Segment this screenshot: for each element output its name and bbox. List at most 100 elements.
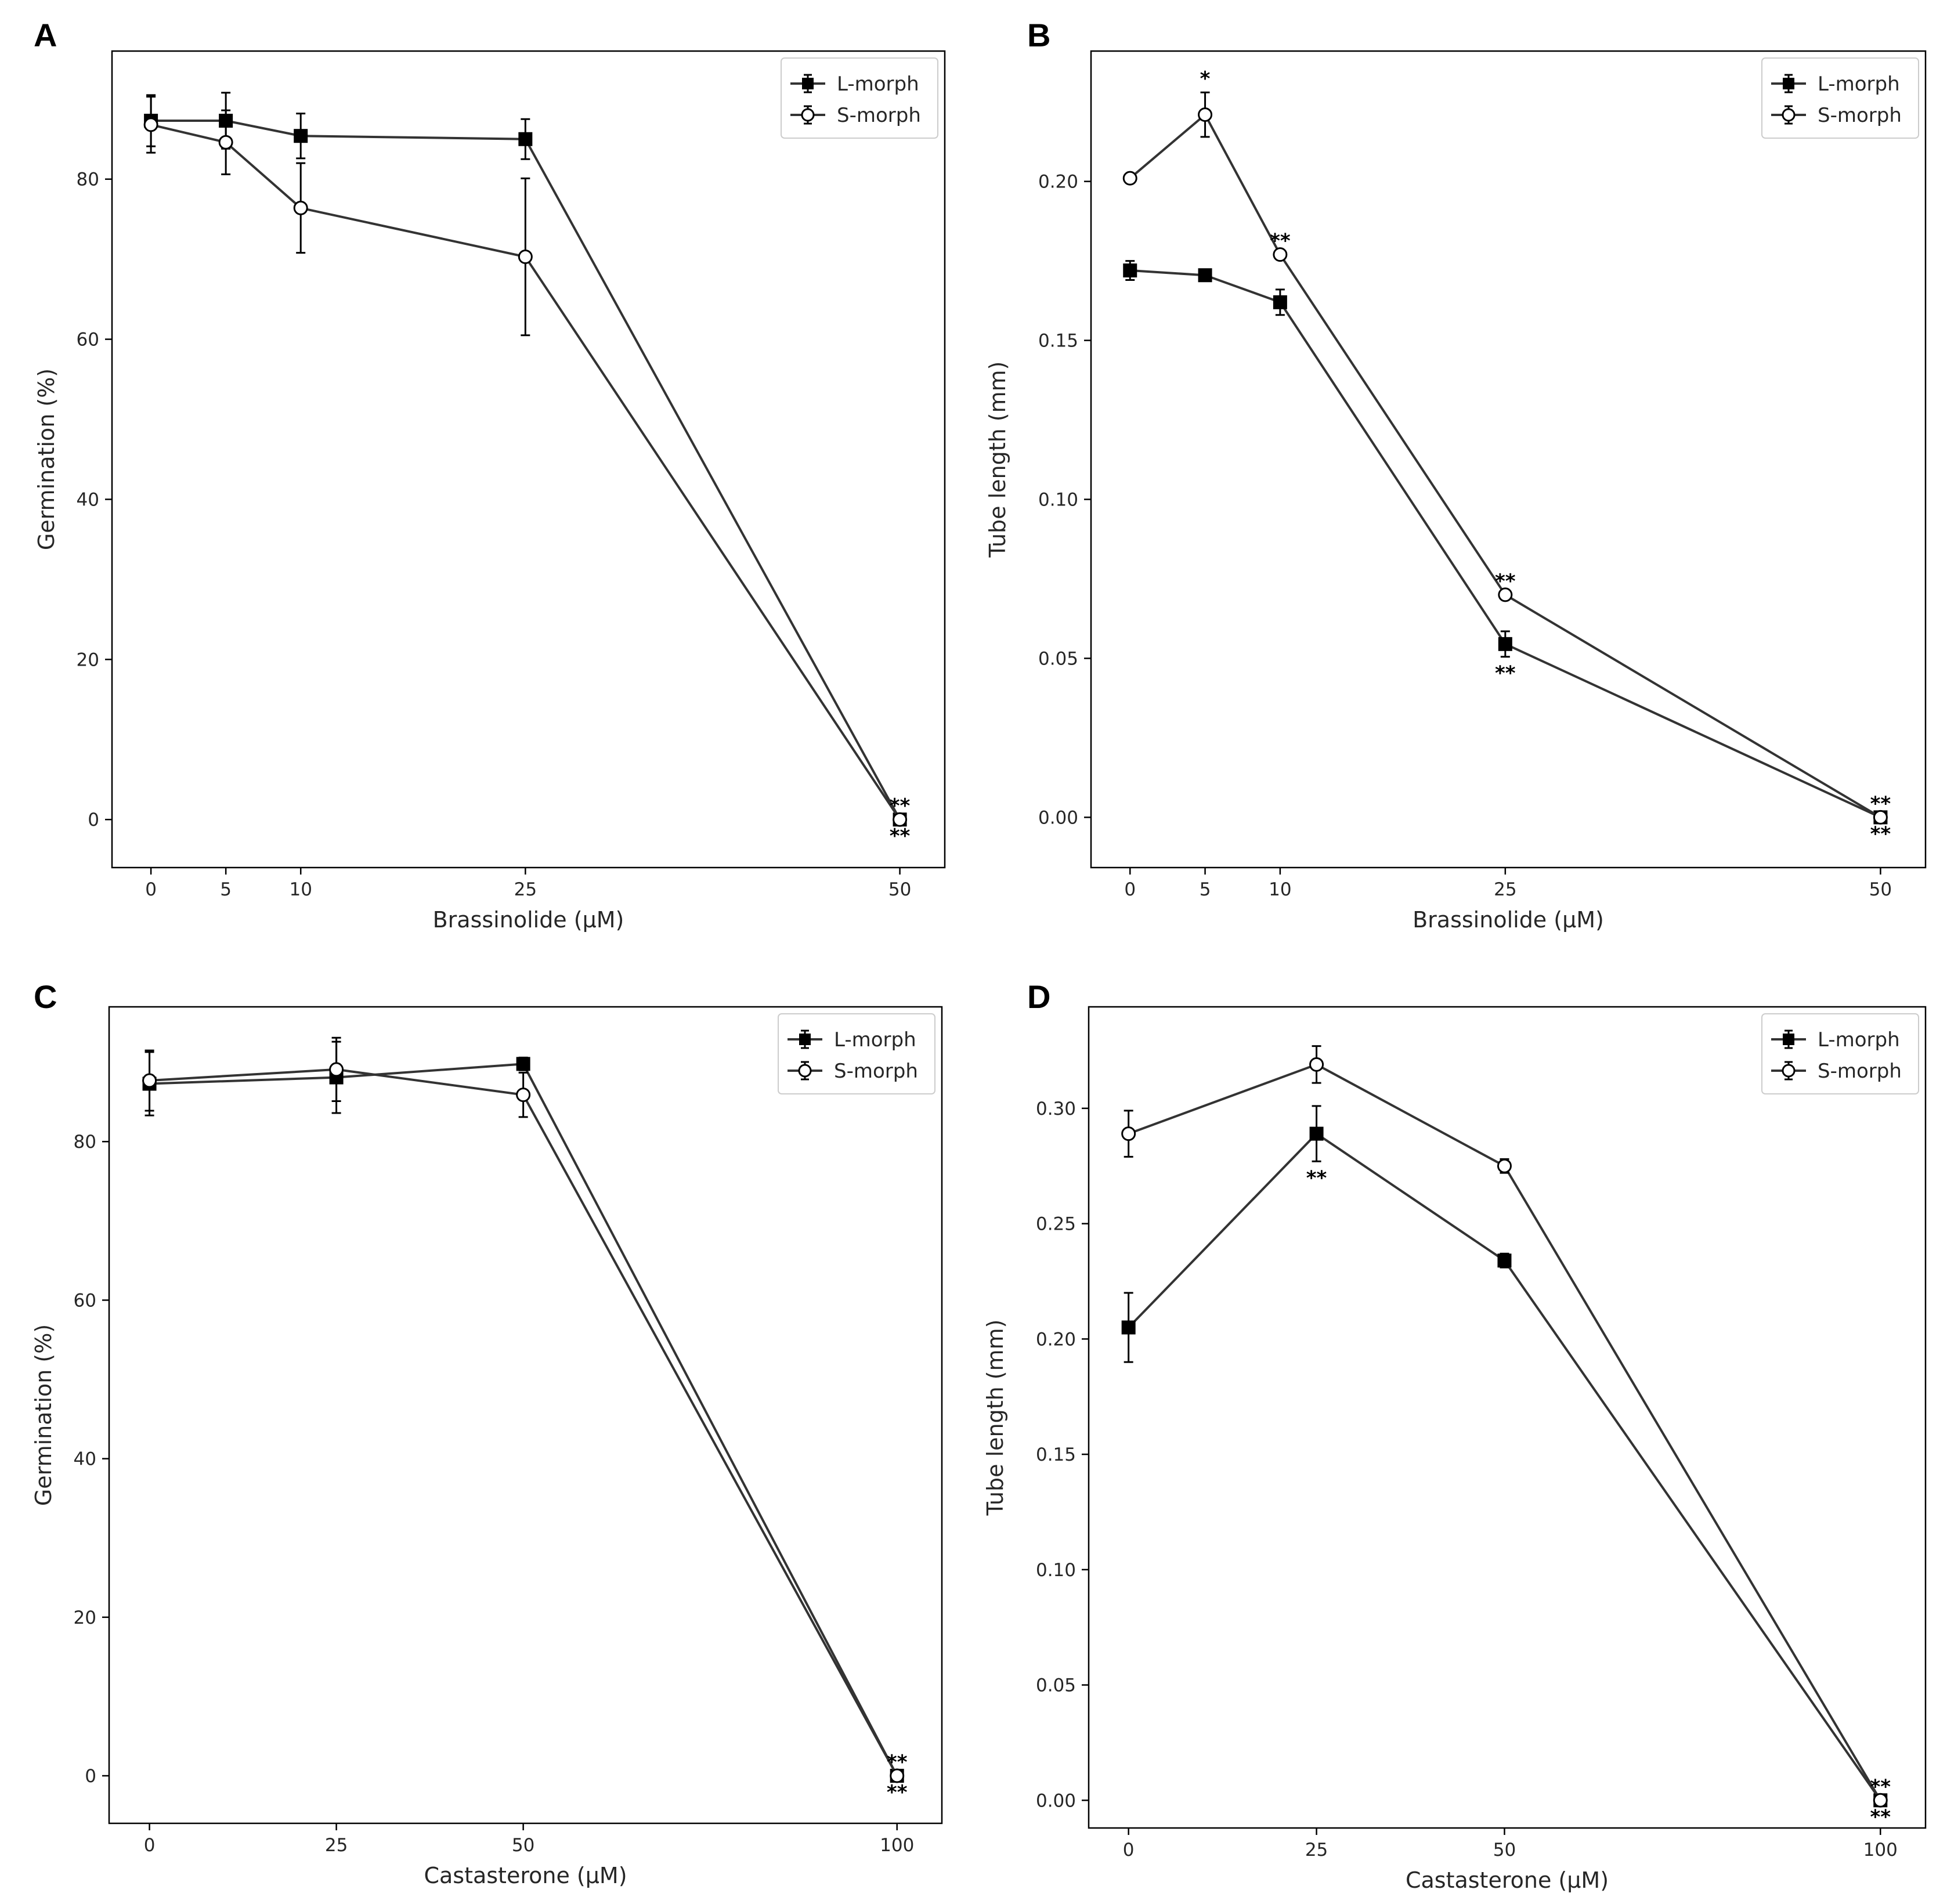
legend-box <box>778 1013 935 1094</box>
x-tick-label: 50 <box>512 1835 534 1856</box>
significance-marker: ** <box>1306 1166 1327 1190</box>
significance-marker: ** <box>1495 662 1516 685</box>
data-point-s-morph <box>1273 247 1288 262</box>
x-tick-label: 5 <box>220 879 232 900</box>
data-point-l-morph <box>516 1057 530 1071</box>
data-point-s-morph <box>1198 107 1213 122</box>
data-point-s-morph <box>142 1073 157 1088</box>
data-point-s-morph <box>1873 810 1888 825</box>
significance-marker: ** <box>1495 570 1516 593</box>
plot-frame <box>1090 50 1927 869</box>
y-tick-label: 0.20 <box>1038 172 1078 193</box>
x-tick-label: 0 <box>145 879 157 900</box>
legend: L-morph S-morph <box>1761 1013 1919 1094</box>
y-tick-label: 0.00 <box>1038 807 1078 828</box>
y-tick-label: 0.10 <box>1038 490 1078 511</box>
x-axis-label: Castasterone (µM) <box>1406 1867 1609 1893</box>
y-tick-label: 0.20 <box>1036 1329 1076 1350</box>
legend-label-l-morph: L-morph <box>837 73 919 96</box>
series-line-s-morph <box>149 1068 898 1776</box>
legend-label-l-morph: L-morph <box>834 1028 916 1052</box>
data-point-s-morph <box>293 200 308 215</box>
data-point-s-morph <box>1497 1158 1512 1173</box>
data-point-l-morph <box>1198 268 1212 283</box>
legend-label-s-morph: S-morph <box>1818 1060 1902 1083</box>
significance-marker: ** <box>887 1751 908 1774</box>
x-axis-label: Brassinolide (µM) <box>1413 907 1604 933</box>
legend: L-morph S-morph <box>778 1013 935 1094</box>
legend-label-l-morph: L-morph <box>1818 1028 1900 1052</box>
legend-box <box>1761 57 1919 139</box>
legend-marker-l-morph <box>802 78 814 89</box>
significance-marker: ** <box>890 794 911 818</box>
significance-marker: ** <box>1270 230 1291 253</box>
y-tick-label: 0.25 <box>1036 1214 1076 1235</box>
data-point-s-morph <box>1121 1126 1136 1141</box>
x-tick-label: 25 <box>1305 1840 1328 1860</box>
panel-letter-a: A <box>34 17 57 53</box>
data-point-s-morph <box>518 250 533 265</box>
legend-label-s-morph: S-morph <box>1818 104 1902 127</box>
x-tick-label: 50 <box>1493 1840 1516 1860</box>
series-line-l-morph <box>149 1063 898 1776</box>
data-point-s-morph <box>1309 1057 1324 1072</box>
data-point-s-morph <box>890 1768 905 1783</box>
x-tick-label: 25 <box>325 1835 348 1856</box>
y-tick-label: 0.05 <box>1036 1675 1076 1696</box>
data-point-s-morph <box>516 1088 531 1103</box>
data-point-l-morph <box>1121 1320 1136 1335</box>
legend-marker-l-morph <box>1783 1034 1794 1045</box>
significance-marker: ** <box>887 1781 908 1804</box>
data-point-s-morph <box>329 1062 344 1077</box>
x-tick-label: 50 <box>1869 879 1892 900</box>
y-tick-label: 0.00 <box>1036 1790 1076 1811</box>
data-point-l-morph <box>1273 295 1287 309</box>
y-tick-label: 0.15 <box>1036 1444 1076 1465</box>
y-tick-label: 40 <box>77 489 99 510</box>
legend-box <box>781 57 938 139</box>
panel-letter-b: B <box>1027 17 1050 53</box>
data-point-s-morph <box>1498 587 1513 602</box>
data-point-s-morph <box>218 135 233 150</box>
series-line-s-morph <box>1128 1063 1882 1801</box>
x-axis-label: Brassinolide (µM) <box>433 907 624 933</box>
x-tick-label: 10 <box>289 879 312 900</box>
data-point-l-morph <box>1497 1253 1512 1268</box>
y-tick-label: 80 <box>74 1132 96 1152</box>
plot-frame <box>111 50 946 869</box>
panel-d: D 0 25 50 100 0.00 0.05 0.10 0.15 0.20 0.25 0.30 Cas… <box>982 978 1927 1893</box>
legend-marker-l-morph <box>1783 78 1794 89</box>
y-axis-label: Germination (%) <box>34 368 59 550</box>
legend-marker-s-morph <box>1782 108 1796 122</box>
significance-marker: * <box>1200 67 1211 91</box>
panel-b: B 0 5 10 25 50 0.00 0.05 0.10 0.15 0.20 Brassinolid… <box>985 17 1927 933</box>
x-tick-label: 25 <box>1494 879 1516 900</box>
y-tick-label: 40 <box>74 1449 96 1470</box>
y-axis-label: Tube length (mm) <box>985 362 1010 558</box>
significance-marker: ** <box>1870 1775 1891 1798</box>
x-tick-label: 0 <box>144 1835 156 1856</box>
y-axis-label: Germination (%) <box>31 1324 56 1506</box>
panel-a: A 0 5 10 25 50 0 20 40 60 80 Brassinolide (µM) Germi… <box>34 17 946 933</box>
x-tick-label: 10 <box>1269 879 1291 900</box>
y-tick-label: 60 <box>74 1290 96 1311</box>
significance-marker: ** <box>1870 822 1891 846</box>
series-line-l-morph <box>1128 1132 1881 1801</box>
x-tick-label: 0 <box>1123 1840 1135 1860</box>
y-tick-label: 0 <box>85 1766 96 1787</box>
significance-marker: ** <box>1870 792 1891 815</box>
y-tick-label: 60 <box>77 330 99 351</box>
plot-frame <box>108 1006 943 1824</box>
legend-marker-l-morph <box>799 1034 811 1045</box>
x-tick-label: 50 <box>888 879 911 900</box>
series-line-l-morph <box>1130 269 1881 819</box>
y-tick-label: 20 <box>77 649 99 670</box>
legend-box <box>1761 1013 1919 1094</box>
x-tick-label: 5 <box>1200 879 1211 900</box>
y-tick-label: 0.05 <box>1038 648 1078 669</box>
legend-marker-s-morph <box>798 1064 812 1078</box>
data-point-s-morph <box>1122 171 1137 186</box>
series-line-s-morph <box>1129 113 1881 819</box>
y-tick-label: 0.30 <box>1036 1099 1076 1119</box>
legend: L-morph S-morph <box>1761 57 1919 139</box>
